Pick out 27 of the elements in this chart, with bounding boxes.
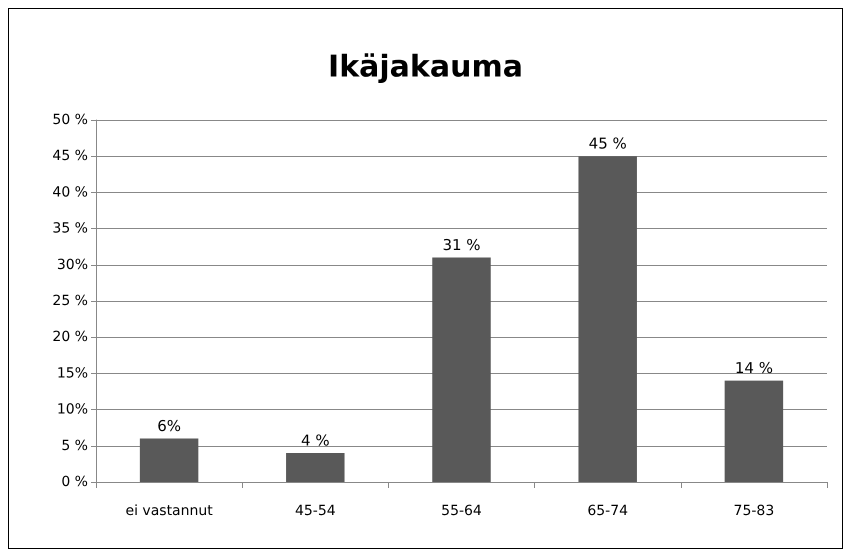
y-tick-label: 25 % <box>52 293 88 309</box>
y-tick-label: 20 % <box>52 329 88 346</box>
x-tick-label: 65-74 <box>587 503 628 519</box>
y-tick-label: 50 % <box>52 112 88 128</box>
x-tick-label: ei vastannut <box>125 503 214 519</box>
y-tick-label: 5 % <box>61 438 88 454</box>
data-label: 45 % <box>588 134 627 153</box>
bar <box>286 453 345 482</box>
data-label: 31 % <box>442 236 481 254</box>
x-tick-label: 45-54 <box>294 503 336 519</box>
bar <box>724 380 784 482</box>
y-tick-label: 10% <box>56 402 88 418</box>
y-tick-label: 30% <box>56 256 88 273</box>
data-label: 6% <box>157 417 181 436</box>
bar <box>578 156 637 482</box>
chart-title: Ikäjakauma <box>328 50 523 84</box>
bar <box>432 258 491 482</box>
x-tick-label: 55-64 <box>441 503 482 519</box>
y-tick-label: 40 % <box>52 184 88 200</box>
y-tick-label: 35 % <box>52 220 88 237</box>
x-tick-label: 75-83 <box>734 503 774 519</box>
y-tick-label: 45 % <box>52 148 88 164</box>
data-label: 14 % <box>734 359 773 378</box>
data-label: 4 % <box>301 432 330 450</box>
y-tick-label: 0 % <box>61 474 88 490</box>
y-tick-label: 15% <box>56 365 88 382</box>
bar <box>140 438 198 482</box>
